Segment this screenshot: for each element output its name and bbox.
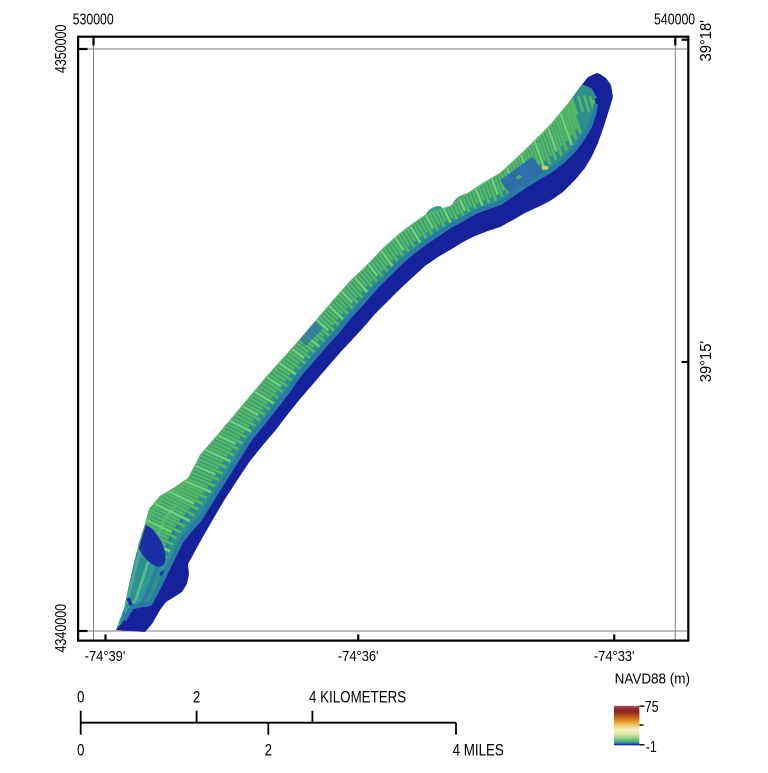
svg-text:2: 2 bbox=[193, 689, 200, 706]
svg-text:2: 2 bbox=[265, 742, 272, 759]
svg-text:0: 0 bbox=[77, 742, 84, 759]
svg-text:4 MILES: 4 MILES bbox=[453, 742, 504, 759]
svg-text:75: 75 bbox=[645, 698, 659, 716]
svg-text:-74°39': -74°39' bbox=[85, 647, 126, 664]
svg-text:530000: 530000 bbox=[73, 10, 114, 28]
svg-text:4 KILOMETERS: 4 KILOMETERS bbox=[309, 689, 406, 706]
svg-text:-1: -1 bbox=[646, 738, 657, 756]
svg-text:-74°36': -74°36' bbox=[338, 647, 379, 664]
svg-text:39°18': 39°18' bbox=[698, 20, 715, 62]
svg-text:0: 0 bbox=[77, 689, 84, 706]
svg-text:4350000: 4350000 bbox=[53, 25, 71, 74]
svg-text:4340000: 4340000 bbox=[53, 604, 71, 653]
svg-text:540000: 540000 bbox=[654, 10, 695, 28]
svg-text:39°15': 39°15' bbox=[698, 341, 715, 383]
svg-text:-74°33': -74°33' bbox=[594, 647, 635, 664]
svg-text:NAVD88 (m): NAVD88 (m) bbox=[615, 671, 690, 688]
